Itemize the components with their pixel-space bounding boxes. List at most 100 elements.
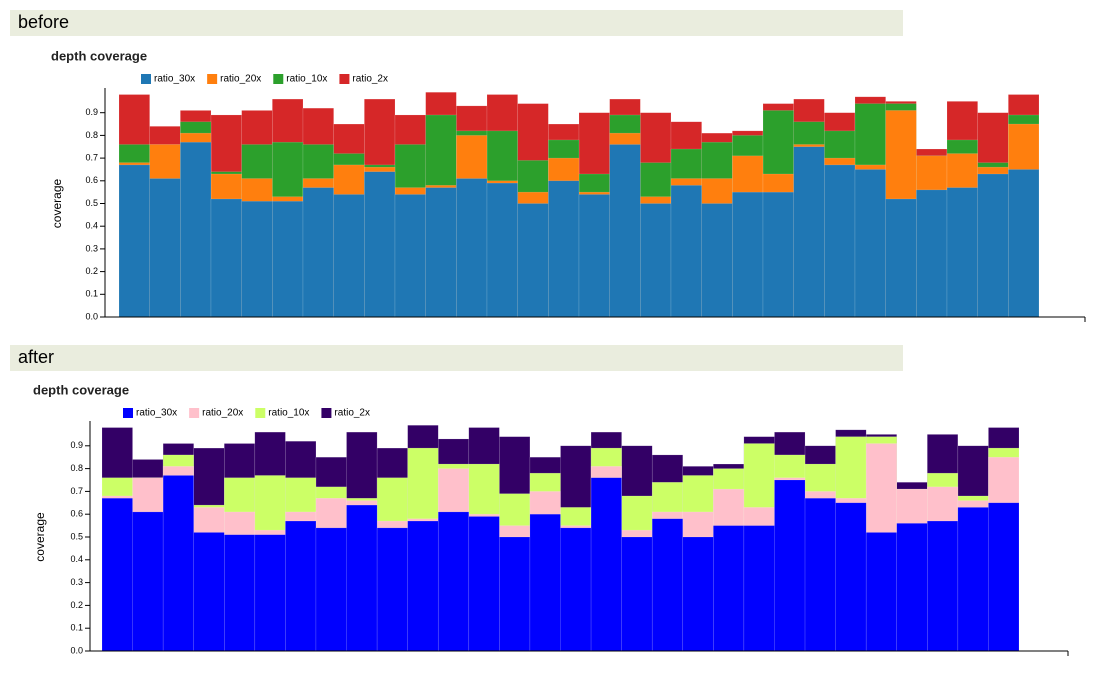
legend-label: ratio_20x [202,408,243,419]
y-tick-label: 0.5 [70,531,83,541]
bar [517,203,549,318]
y-tick-label: 0.4 [85,221,98,231]
bar [285,520,317,652]
section-bar [10,345,903,371]
bar [132,511,164,652]
legend-swatch [273,74,284,84]
bar [101,497,133,652]
bar [499,536,531,652]
bar [916,189,948,318]
legend-label: ratio_30x [154,74,195,85]
bar [743,525,775,652]
y-tick-label: 0.7 [70,486,83,496]
y-tick-label: 0.3 [70,577,83,587]
y-tick-label: 0.9 [70,440,83,450]
y-tick-label: 0.6 [85,175,98,185]
bar [824,164,856,318]
bar [560,527,592,652]
bar [468,516,500,652]
bar [364,171,396,318]
y-tick-label: 0.1 [85,289,98,299]
bar [241,200,273,318]
bar [149,178,181,318]
bar [333,194,365,318]
legend-swatch [321,408,332,418]
legend-label: ratio_30x [136,408,177,419]
bar [762,191,794,318]
bar [640,203,672,318]
bar [854,169,886,318]
bar [957,507,989,652]
legend-swatch [339,74,350,84]
bar [272,200,304,318]
bar [548,180,580,318]
bar [977,173,1009,318]
legend-label: ratio_2x [334,408,370,419]
bar [486,182,518,318]
legend-label: ratio_2x [352,74,388,85]
bar [1008,169,1040,318]
bar [713,525,745,652]
y-tick-label: 0.8 [85,130,98,140]
section-label: before [18,12,69,32]
y-tick-label: 0.6 [70,509,83,519]
bar [590,477,622,652]
bar [407,520,439,652]
y-tick-label: 0.2 [70,600,83,610]
bar [425,187,457,318]
bar [682,536,714,652]
bar [224,534,256,652]
chart-title: depth coverage [51,48,147,63]
bar [254,534,286,652]
bar [865,532,897,652]
y-tick-label: 0.0 [70,645,83,655]
legend-swatch [255,408,266,418]
bar [346,504,378,652]
bar [315,527,347,652]
bar [732,191,764,318]
bar [946,187,978,318]
bar [670,185,702,318]
bar [162,475,194,652]
legend-swatch [141,74,151,84]
y-tick-label: 0.9 [85,107,98,117]
bar [180,141,212,318]
legend-label: ratio_10x [286,74,327,85]
bar [609,144,641,318]
y-tick-label: 0.0 [85,311,98,321]
y-axis-label: coverage [50,178,64,228]
legend-label: ratio_20x [220,74,261,85]
y-tick-label: 0.5 [85,198,98,208]
bar [437,511,470,652]
legend-swatch [189,408,200,418]
bar [896,523,928,652]
bar [885,198,917,318]
bar [774,479,806,652]
y-tick-label: 0.8 [70,463,83,473]
legend-swatch [123,408,133,418]
y-tick-label: 0.7 [85,152,98,162]
bar [793,146,825,318]
bar [376,527,408,652]
bar [804,497,836,652]
bar [529,513,561,652]
y-tick-label: 0.1 [70,623,83,633]
section-label: after [18,347,54,367]
bar [988,502,1020,652]
bar [927,520,959,652]
bar [210,198,242,318]
bar [651,518,684,652]
bar [621,536,653,652]
bar [835,502,867,652]
y-tick-label: 0.3 [85,243,98,253]
y-tick-label: 0.2 [85,266,98,276]
section-bar [10,10,903,36]
chart-title: depth coverage [33,382,129,397]
bar [394,194,426,318]
y-tick-label: 0.4 [70,554,83,564]
y-axis-label: coverage [33,512,47,562]
bar [118,164,150,318]
legend-swatch [207,74,218,84]
